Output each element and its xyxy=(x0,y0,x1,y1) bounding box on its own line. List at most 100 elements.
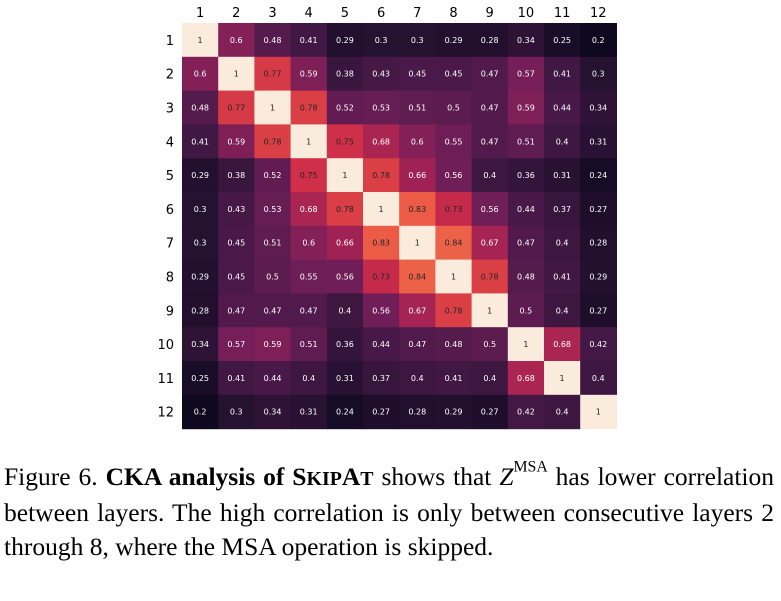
heatmap-cell-value-r10-c6: 0.44 xyxy=(372,340,390,349)
heatmap-cell-r11-c11 xyxy=(544,361,581,396)
heatmap-cell-value-r6-c1: 0.3 xyxy=(194,205,207,214)
heatmap-cell-r11-c1 xyxy=(182,361,219,396)
x-tick-label-6: 6 xyxy=(377,6,385,21)
heatmap-cell-r7-c9 xyxy=(471,225,509,261)
heatmap-cell-r11-c9 xyxy=(471,361,509,396)
heatmap-cell-r7-c5 xyxy=(326,225,364,261)
heatmap-cell-value-r12-c8: 0.29 xyxy=(445,408,463,417)
heatmap-cell-r9-c6 xyxy=(363,293,400,328)
heatmap-cell-r12-c5 xyxy=(326,394,364,430)
heatmap-cell-r1-c10 xyxy=(507,23,545,58)
y-tick-label-1: 1 xyxy=(166,34,174,49)
heatmap-cell-r1-c5 xyxy=(326,23,364,58)
heatmap-cell-r2-c11 xyxy=(544,56,581,92)
heatmap-cell-value-r3-c12: 0.34 xyxy=(589,104,607,113)
heatmap-cell-value-r9-c9: 1 xyxy=(487,306,492,315)
heatmap-cell-r4-c5 xyxy=(326,124,364,159)
heatmap-cell-value-r1-c8: 0.29 xyxy=(445,36,463,45)
heatmap-cell-value-r2-c4: 0.59 xyxy=(300,70,318,79)
heatmap-cell-value-r4-c11: 0.4 xyxy=(556,137,569,146)
heatmap-cell-value-r3-c8: 0.5 xyxy=(447,104,460,113)
caption-bold-title: CKA analysis of SKIPAT xyxy=(106,462,374,491)
heatmap-cell-r7-c10 xyxy=(507,225,545,261)
heatmap-cell-value-r11-c1: 0.25 xyxy=(191,374,209,383)
heatmap-cell-value-r3-c5: 0.52 xyxy=(336,104,354,113)
cka-heatmap-figure: 1 0.6 0.48 0.41 0.29 0.3 0.3 0.29 0.28 0.34 0.25 0.… xyxy=(157,6,617,430)
heatmap-cell-value-r3-c11: 0.44 xyxy=(553,104,571,113)
heatmap-cell-r7-c8 xyxy=(435,225,473,261)
heatmap-cell-r3-c8 xyxy=(435,90,473,125)
y-tick-label-4: 4 xyxy=(166,135,174,150)
heatmap-cell-value-r8-c9: 0.78 xyxy=(481,273,499,282)
heatmap-cell-r6-c10 xyxy=(507,192,545,227)
heatmap-cell-r10-c9 xyxy=(471,327,509,362)
heatmap-cell-value-r4-c6: 0.68 xyxy=(372,137,390,146)
heatmap-cell-value-r1-c11: 0.25 xyxy=(553,36,571,45)
heatmap-cell-value-r6-c12: 0.27 xyxy=(589,205,607,214)
caption-bold-smallcaps-2: T xyxy=(360,468,374,490)
heatmap-cell-r12-c10 xyxy=(507,394,545,430)
heatmap-cell-r3-c5 xyxy=(326,90,364,125)
caption-math-superscript: MSA xyxy=(513,458,548,476)
heatmap-cell-r5-c3 xyxy=(254,158,292,193)
heatmap-cell-value-r2-c12: 0.3 xyxy=(592,70,605,79)
y-tick-label-8: 8 xyxy=(166,271,174,286)
heatmap-cell-value-r8-c2: 0.45 xyxy=(227,273,245,282)
heatmap-cell-value-r7-c12: 0.28 xyxy=(589,239,607,248)
heatmap-cell-value-r4-c1: 0.41 xyxy=(191,137,209,146)
heatmap-cell-r8-c5 xyxy=(326,259,364,294)
caption-text-2: has lower correlation between layers. Th… xyxy=(4,462,775,561)
heatmap-cell-r3-c4 xyxy=(290,90,328,125)
heatmap-cell-r11-c5 xyxy=(326,361,364,396)
y-tick-label-7: 7 xyxy=(166,237,174,252)
heatmap-cell-r2-c6 xyxy=(363,56,400,92)
heatmap-cell-r7-c7 xyxy=(399,225,436,261)
heatmap-cell-r6-c6 xyxy=(363,192,400,227)
heatmap-cell-value-r8-c6: 0.73 xyxy=(372,273,390,282)
heatmap-cell-value-r3-c2: 0.77 xyxy=(227,104,245,113)
heatmap-cell-value-r6-c5: 0.78 xyxy=(336,205,354,214)
heatmap-cell-value-r10-c9: 0.5 xyxy=(483,340,496,349)
heatmap-cell-value-r5-c6: 0.78 xyxy=(372,171,390,180)
heatmap-cell-value-r4-c3: 0.78 xyxy=(264,137,282,146)
heatmap-cell-value-r5-c9: 0.4 xyxy=(483,171,496,180)
heatmap-cell-value-r1-c7: 0.3 xyxy=(411,36,424,45)
heatmap-cell-value-r6-c9: 0.56 xyxy=(481,205,499,214)
heatmap-cell-value-r11-c12: 0.4 xyxy=(592,374,605,383)
heatmap-cell-value-r8-c5: 0.56 xyxy=(336,273,354,282)
heatmap-cell-value-r10-c2: 0.57 xyxy=(227,340,245,349)
heatmap-cell-r10-c1 xyxy=(182,327,219,362)
heatmap-cell-value-r3-c7: 0.51 xyxy=(408,104,426,113)
heatmap-cell-r8-c12 xyxy=(580,259,617,294)
heatmap-cell-value-r5-c10: 0.36 xyxy=(517,171,535,180)
y-tick-label-11: 11 xyxy=(157,372,174,387)
heatmap-cell-r6-c7 xyxy=(399,192,436,227)
heatmap-cell-r6-c8 xyxy=(435,192,473,227)
x-tick-label-11: 11 xyxy=(554,6,571,21)
heatmap-cell-r2-c7 xyxy=(399,56,436,92)
heatmap-cell-value-r12-c7: 0.28 xyxy=(408,408,426,417)
heatmap-cell-r10-c11 xyxy=(544,327,581,362)
heatmap-cell-r11-c10 xyxy=(507,361,545,396)
heatmap-cell-value-r12-c2: 0.3 xyxy=(230,408,243,417)
heatmap-cell-r1-c11 xyxy=(544,23,581,58)
heatmap-cell-value-r4-c12: 0.31 xyxy=(589,137,607,146)
heatmap-cell-value-r10-c8: 0.48 xyxy=(445,340,463,349)
heatmap-cell-r2-c1 xyxy=(182,56,219,92)
heatmap-cell-value-r6-c3: 0.53 xyxy=(264,205,282,214)
heatmap-cell-value-r1-c10: 0.34 xyxy=(517,36,535,45)
heatmap-cell-value-r2-c7: 0.45 xyxy=(408,70,426,79)
heatmap-cell-r3-c3 xyxy=(254,90,292,125)
heatmap-cell-value-r5-c2: 0.38 xyxy=(227,171,245,180)
heatmap-cell-value-r2-c11: 0.41 xyxy=(553,70,571,79)
heatmap-cell-r7-c4 xyxy=(290,225,328,261)
heatmap-cell-value-r8-c10: 0.48 xyxy=(517,273,535,282)
y-tick-label-5: 5 xyxy=(166,169,174,184)
heatmap-cell-value-r6-c4: 0.68 xyxy=(300,205,318,214)
heatmap-cell-r6-c2 xyxy=(218,192,255,227)
heatmap-cell-value-r8-c8: 1 xyxy=(451,273,456,282)
heatmap-cell-value-r11-c7: 0.4 xyxy=(411,374,424,383)
heatmap-cell-value-r3-c4: 0.78 xyxy=(300,104,318,113)
heatmap-cell-value-r1-c3: 0.48 xyxy=(264,36,282,45)
